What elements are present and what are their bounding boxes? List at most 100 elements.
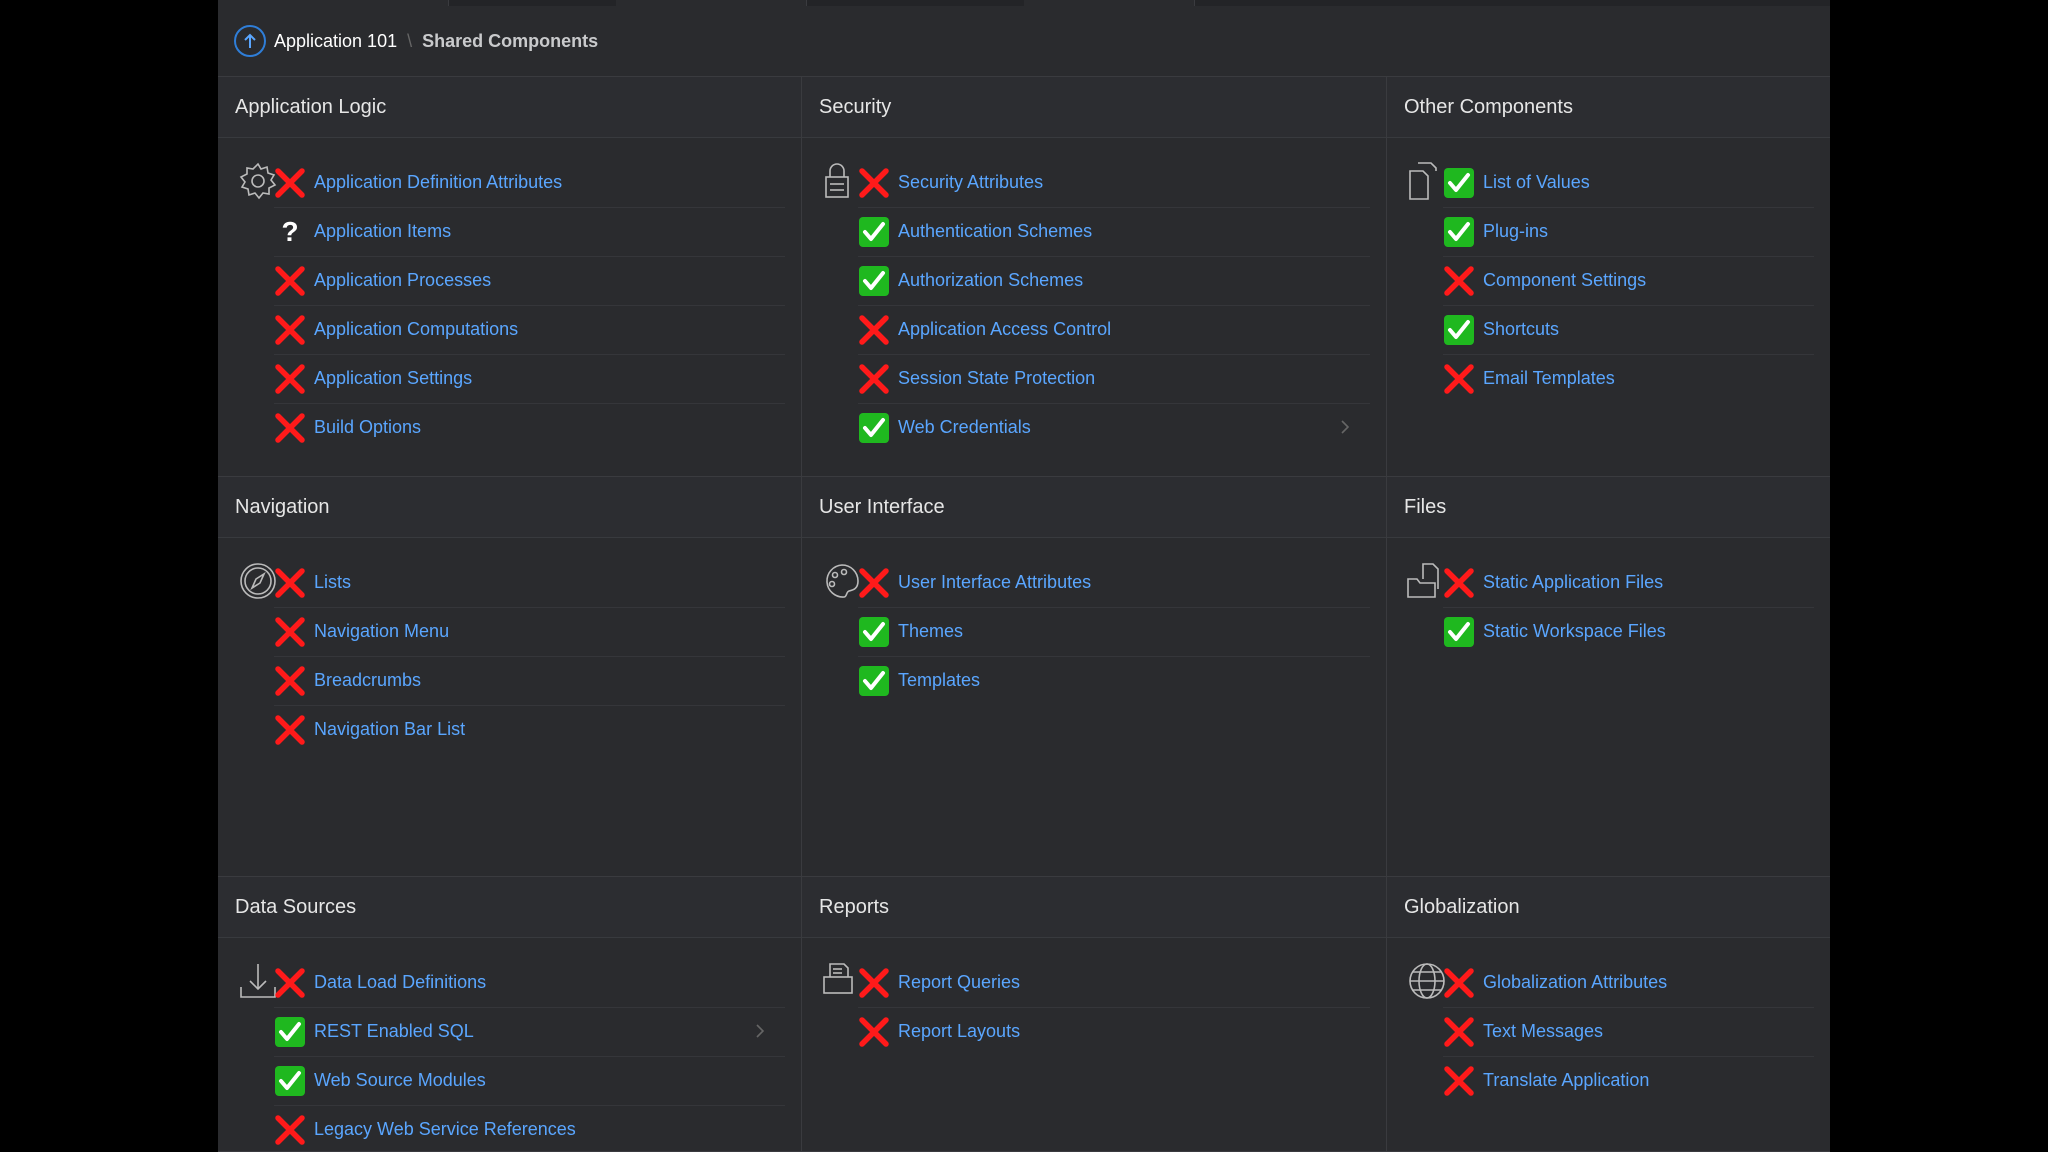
item-link[interactable]: Report Layouts: [898, 1021, 1021, 1041]
item-link[interactable]: Authentication Schemes: [898, 221, 1093, 241]
list-item[interactable]: Shortcuts: [1443, 305, 1814, 355]
cross-icon: [1443, 967, 1475, 999]
list-item[interactable]: Breadcrumbs: [274, 656, 785, 706]
panel-user-interface: User Interface User Interface Attributes T…: [802, 477, 1387, 877]
item-link[interactable]: Globalization Attributes: [1483, 972, 1668, 992]
list-item[interactable]: Security Attributes: [858, 158, 1370, 208]
item-link[interactable]: User Interface Attributes: [898, 572, 1092, 592]
panel-security: Security Security Attributes Authenticatio…: [802, 77, 1387, 477]
list-item[interactable]: User Interface Attributes: [858, 558, 1370, 608]
item-link[interactable]: Web Credentials: [898, 417, 1031, 437]
cross-icon: [274, 265, 306, 297]
item-link[interactable]: Data Load Definitions: [314, 972, 487, 992]
item-link[interactable]: Shortcuts: [1483, 319, 1560, 339]
compass-icon: [236, 559, 280, 603]
list-item[interactable]: Authorization Schemes: [858, 256, 1370, 306]
list-item[interactable]: Authentication Schemes: [858, 207, 1370, 257]
item-link[interactable]: Text Messages: [1483, 1021, 1604, 1041]
list-item[interactable]: Report Queries: [858, 958, 1370, 1008]
report-icon: [820, 959, 864, 1003]
cross-icon: [274, 167, 306, 199]
list-item[interactable]: List of Values: [1443, 158, 1814, 208]
list-item[interactable]: Report Layouts: [858, 1007, 1370, 1056]
list-item[interactable]: Build Options: [274, 403, 785, 452]
item-link[interactable]: Authorization Schemes: [898, 270, 1084, 290]
list-item[interactable]: Email Templates: [1443, 354, 1814, 403]
item-link[interactable]: Email Templates: [1483, 368, 1615, 388]
list-item[interactable]: Text Messages: [1443, 1007, 1814, 1057]
tab-strip: [218, 0, 1830, 6]
item-link[interactable]: Navigation Bar List: [314, 719, 466, 739]
breadcrumb-application[interactable]: Application 101: [274, 30, 398, 51]
list-item[interactable]: Component Settings: [1443, 256, 1814, 306]
tab[interactable]: [218, 0, 449, 6]
panel-data-sources: Data Sources Data Load Definitions REST En…: [218, 877, 802, 1152]
list-item[interactable]: Templates: [858, 656, 1370, 705]
panel-globalization: Globalization Globalization Attributes Tex…: [1387, 877, 1830, 1152]
item-link[interactable]: Translate Application: [1483, 1070, 1650, 1090]
item-link[interactable]: REST Enabled SQL: [314, 1021, 474, 1041]
cross-icon: [274, 314, 306, 346]
check-icon: [858, 216, 890, 248]
cross-icon: [858, 363, 890, 395]
chevron-right-icon[interactable]: [753, 1022, 767, 1040]
cross-icon: [274, 967, 306, 999]
item-link[interactable]: Legacy Web Service References: [314, 1119, 576, 1139]
item-link[interactable]: Session State Protection: [898, 368, 1096, 388]
list-item[interactable]: REST Enabled SQL: [274, 1007, 785, 1057]
list-item[interactable]: ? Application Items: [274, 207, 785, 257]
list-item[interactable]: Translate Application: [1443, 1056, 1814, 1105]
list-item[interactable]: Lists: [274, 558, 785, 608]
item-link[interactable]: Plug-ins: [1483, 221, 1549, 241]
chevron-right-icon[interactable]: [1338, 418, 1352, 436]
list-item[interactable]: Globalization Attributes: [1443, 958, 1814, 1008]
item-link[interactable]: Application Processes: [314, 270, 492, 290]
check-icon: [1443, 314, 1475, 346]
item-link[interactable]: Build Options: [314, 417, 422, 437]
question-icon: ?: [281, 215, 299, 247]
item-link[interactable]: Static Application Files: [1483, 572, 1664, 592]
item-link[interactable]: Breadcrumbs: [314, 670, 422, 690]
list-item[interactable]: Application Definition Attributes: [274, 158, 785, 208]
item-link[interactable]: Lists: [314, 572, 352, 592]
list-item[interactable]: Plug-ins: [1443, 207, 1814, 257]
item-link[interactable]: Themes: [898, 621, 964, 641]
item-link[interactable]: Security Attributes: [898, 172, 1044, 192]
item-link[interactable]: Application Definition Attributes: [314, 172, 563, 192]
item-link[interactable]: Navigation Menu: [314, 621, 450, 641]
tab[interactable]: [616, 0, 807, 6]
list-item[interactable]: Data Load Definitions: [274, 958, 785, 1008]
tab[interactable]: [1024, 0, 1195, 6]
item-link[interactable]: Report Queries: [898, 972, 1021, 992]
item-link[interactable]: Templates: [898, 670, 981, 690]
up-arrow-icon[interactable]: [234, 25, 266, 57]
list-item[interactable]: Application Access Control: [858, 305, 1370, 355]
list-item[interactable]: Application Settings: [274, 354, 785, 404]
list-item[interactable]: Web Credentials: [858, 403, 1370, 452]
list-item[interactable]: Legacy Web Service References: [274, 1105, 785, 1152]
item-link[interactable]: Web Source Modules: [314, 1070, 486, 1090]
list-item[interactable]: Web Source Modules: [274, 1056, 785, 1106]
item-link[interactable]: Application Access Control: [898, 319, 1112, 339]
list-item[interactable]: Static Workspace Files: [1443, 607, 1814, 656]
list-item[interactable]: Themes: [858, 607, 1370, 657]
cross-icon: [858, 967, 890, 999]
list-item[interactable]: Navigation Bar List: [274, 705, 785, 754]
item-link[interactable]: List of Values: [1483, 172, 1590, 192]
list-item[interactable]: Application Processes: [274, 256, 785, 306]
cross-icon: [1443, 265, 1475, 297]
list-item[interactable]: Navigation Menu: [274, 607, 785, 657]
list-item[interactable]: Session State Protection: [858, 354, 1370, 404]
panel-title: Globalization: [1387, 877, 1830, 938]
item-link[interactable]: Application Settings: [314, 368, 473, 388]
item-link[interactable]: Application Computations: [314, 319, 519, 339]
item-link[interactable]: Component Settings: [1483, 270, 1647, 290]
list-item[interactable]: Application Computations: [274, 305, 785, 355]
panel-title: Application Logic: [218, 77, 801, 138]
list-item[interactable]: Static Application Files: [1443, 558, 1814, 608]
item-link[interactable]: Application Items: [314, 221, 452, 241]
panel-title: User Interface: [802, 477, 1386, 538]
cross-icon: [1443, 1065, 1475, 1097]
item-link[interactable]: Static Workspace Files: [1483, 621, 1666, 641]
lock-icon: [820, 159, 864, 203]
